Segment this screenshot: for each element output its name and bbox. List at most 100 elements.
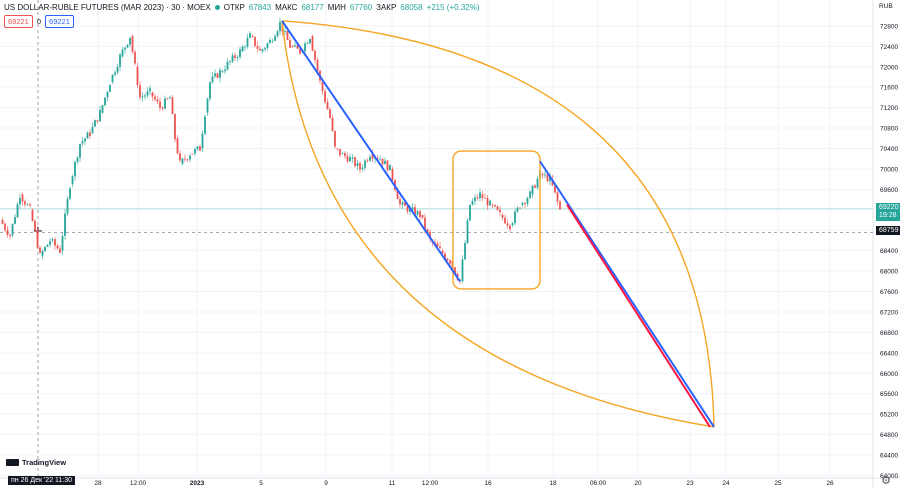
x-tick-label: 28 — [94, 480, 102, 487]
candle-body — [381, 158, 384, 165]
candle-body — [329, 109, 331, 118]
candle-body — [54, 239, 56, 246]
candle-body — [64, 213, 66, 236]
candle-body — [121, 49, 124, 57]
candle-body — [19, 198, 21, 205]
candle-body — [346, 156, 349, 162]
candle-body — [396, 189, 399, 200]
candle-body — [521, 202, 524, 205]
candle-body — [154, 96, 156, 100]
candle-body — [151, 92, 154, 97]
buy-price-box[interactable]: 69221 — [45, 15, 74, 28]
candle-body — [236, 57, 239, 58]
candle-body — [176, 138, 179, 154]
candle-body — [449, 260, 451, 264]
candle-body — [254, 36, 256, 46]
consolidation-box — [452, 150, 541, 290]
candle-body — [549, 175, 551, 182]
candle-body — [189, 155, 191, 160]
y-tick-label: 67600 — [880, 289, 898, 296]
candle-body — [264, 47, 266, 50]
candle-body — [314, 50, 316, 60]
open-label: ОТКР — [223, 3, 245, 12]
candle-body — [379, 159, 381, 161]
candle-body — [69, 188, 71, 199]
bar-countdown: 19:28 — [879, 212, 897, 219]
x-tick-label: 16 — [484, 480, 492, 487]
candle-body — [131, 36, 134, 52]
candle-body — [59, 248, 61, 253]
y-tick-label: 64400 — [880, 453, 898, 460]
candle-body — [524, 202, 526, 204]
candle-body — [244, 46, 246, 48]
sell-price-box[interactable]: 69221 — [4, 15, 33, 28]
candle-body — [239, 49, 241, 58]
x-tick-label: 11 — [389, 480, 396, 487]
candle-body — [191, 153, 194, 155]
candle-body — [66, 198, 69, 214]
y-tick-label: 70400 — [880, 146, 898, 153]
candle-body — [436, 243, 439, 247]
candle-body — [209, 82, 211, 99]
gear-icon[interactable]: ⚙ — [881, 475, 891, 487]
y-tick-label: 72400 — [880, 44, 898, 51]
candle-body — [529, 191, 531, 199]
y-tick-label: 64800 — [880, 432, 898, 439]
price-axis: 72800 72400 72000 71600 71200 70800 70400 70000… — [879, 3, 898, 480]
tradingview-logo[interactable]: TradingView — [6, 458, 66, 467]
candle-body — [241, 46, 244, 52]
candle-body — [446, 258, 449, 261]
open-value: 67843 — [248, 3, 272, 12]
candle-body — [349, 157, 351, 162]
candle-body — [179, 153, 181, 161]
candle-body — [126, 44, 129, 48]
candle-body — [556, 192, 559, 202]
x-tick-label: 2023 — [190, 480, 205, 487]
candle-body — [114, 72, 116, 75]
high-label: МАКС — [275, 3, 298, 12]
cursor-date-label: пн 26 Дек '22 11:30 — [8, 476, 76, 485]
candle-body — [359, 163, 361, 170]
candle-body — [311, 36, 314, 51]
candle-body — [496, 206, 499, 210]
high-value: 68177 — [301, 3, 324, 12]
candle-body — [149, 88, 151, 92]
y-tick-label: 66000 — [880, 371, 898, 378]
time-axis: 28 12:00 2023 5 9 11 12:00 16 18 06:00 20 23 24 25 26 — [94, 480, 834, 487]
candle-body — [534, 185, 536, 188]
candle-body — [516, 207, 519, 212]
candle-body — [129, 37, 131, 45]
candle-body — [284, 30, 286, 32]
candle-body — [144, 95, 146, 97]
trend-line — [281, 20, 461, 282]
candle-body — [509, 225, 511, 230]
candle-body — [181, 158, 184, 164]
candle-body — [216, 73, 219, 78]
candle-body — [156, 99, 159, 102]
candle-body — [419, 211, 421, 217]
candle-body — [256, 45, 259, 49]
candle-body — [34, 220, 36, 231]
candle-body — [479, 192, 481, 199]
candle-body — [234, 55, 236, 58]
candle-body — [6, 229, 9, 235]
candle-body — [246, 37, 249, 47]
candle-body — [544, 174, 546, 176]
candle-body — [399, 199, 401, 205]
low-value: 67760 — [349, 3, 373, 12]
candle-body — [76, 157, 79, 162]
x-tick-label: 23 — [686, 480, 694, 487]
candle-body — [444, 253, 446, 259]
candle-body — [24, 201, 26, 205]
candle-body — [299, 48, 301, 54]
candle-body — [199, 146, 201, 151]
candle-body — [471, 201, 474, 205]
candle-body — [51, 239, 54, 241]
symbol-title[interactable]: US DOLLAR-RUBLE FUTURES (MAR 2023) · 30 … — [4, 3, 211, 12]
y-tick-label: 67200 — [880, 309, 898, 316]
candle-body — [91, 126, 94, 134]
candle-body — [86, 132, 89, 139]
candle-body — [119, 54, 121, 67]
